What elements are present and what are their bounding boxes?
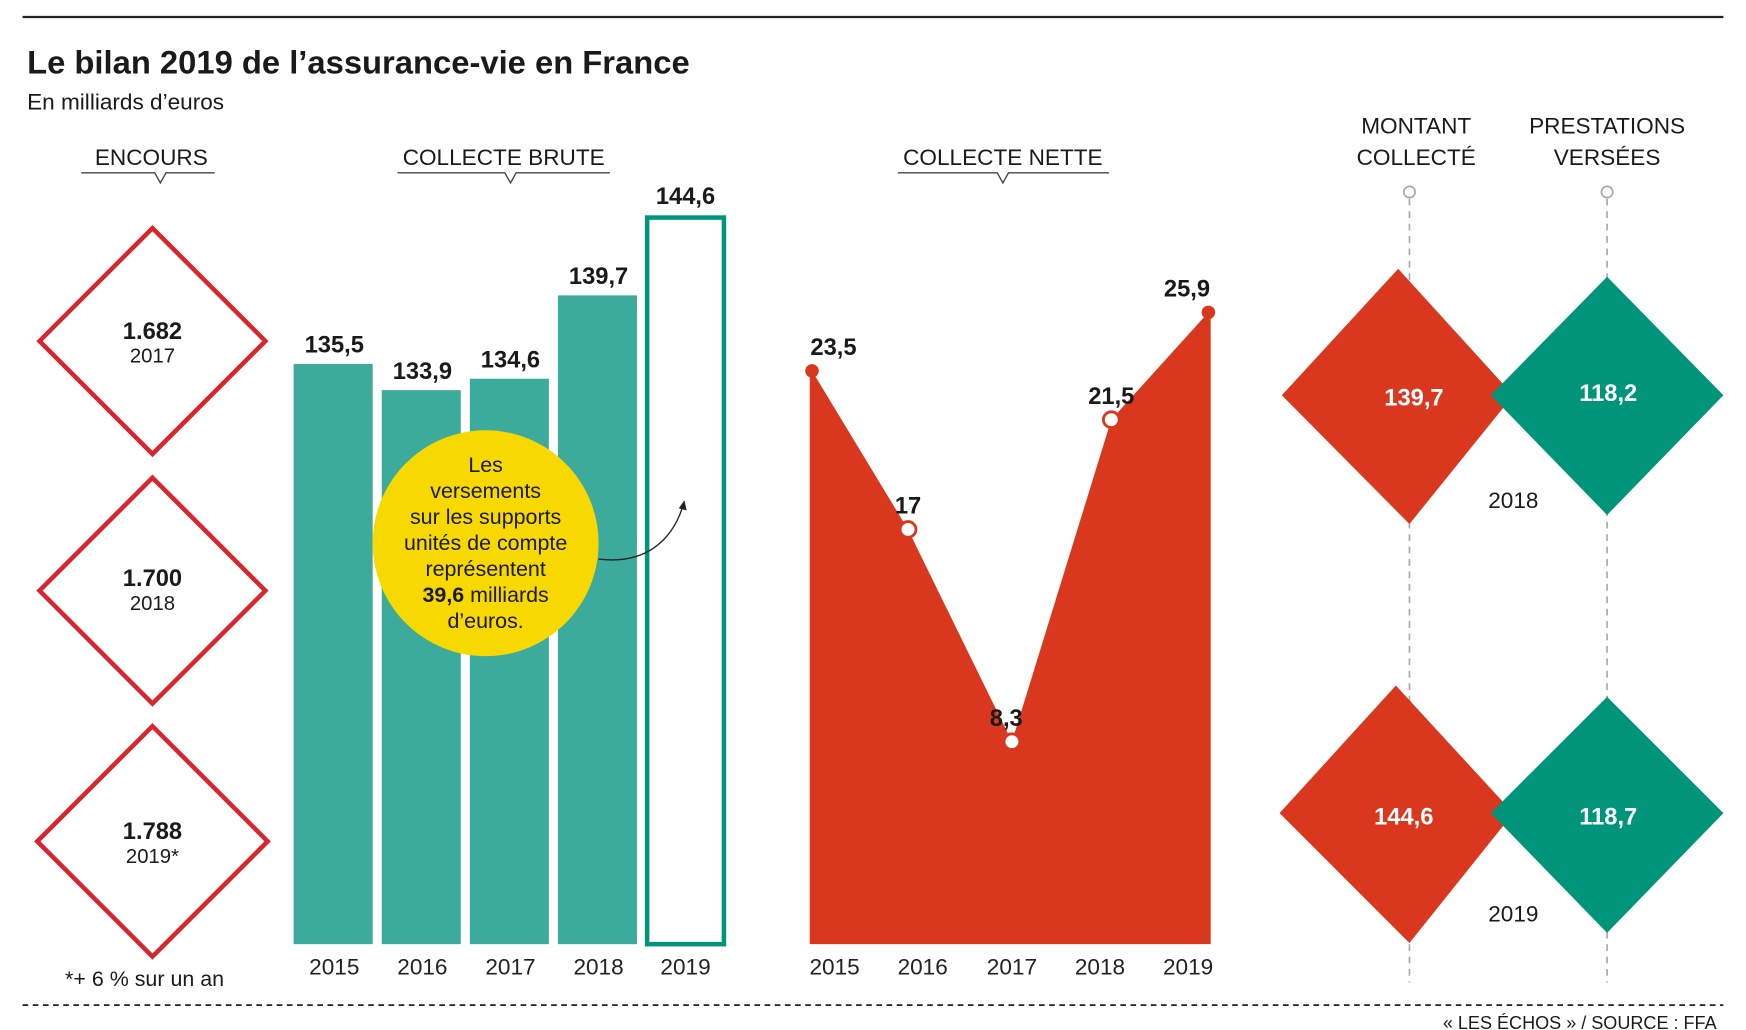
prestations-title-line1: PRESTATIONS [1529,113,1685,138]
area-fill [809,312,1211,945]
encours-item: 1.700 2018 [36,474,269,707]
encours-value: 1.788 [123,819,182,845]
annotation-line: Les [468,453,503,477]
data-point [1201,305,1216,320]
collecte-brute-header: COLLECTE BRUTE [397,145,610,185]
bar-2015 [293,364,373,945]
bar-2018 [557,295,637,945]
guide-dot [1402,185,1416,199]
bar-value-label: 133,9 [393,359,452,385]
x-tick-label: 2018 [1075,955,1125,980]
encours-year: 2019* [126,846,179,868]
x-tick-label: 2015 [309,955,359,980]
bar-value-label: 135,5 [305,333,364,359]
montant-header: MONTANT COLLECTÉ [1357,113,1476,170]
annotation-line: d’euros. [447,609,523,633]
diamond-mark [36,474,269,707]
prestations-diamond [1490,696,1724,933]
data-point [805,364,819,378]
annotation-bubble: Les versements sur les supports unités d… [372,430,687,657]
x-tick-label: 2019 [660,955,710,980]
prestations-title-line2: VERSÉES [1554,145,1661,170]
prestations-header: PRESTATIONS VERSÉES [1529,113,1685,170]
x-tick-label: 2016 [898,955,948,980]
montant-diamond [1281,268,1514,525]
montant-value: 139,7 [1384,385,1443,411]
data-point [1002,732,1022,752]
bar-value-label: 134,6 [481,347,540,373]
bar-2019 [644,215,727,947]
encours-year: 2018 [130,593,175,615]
x-tick-label: 2018 [573,955,623,980]
bar-value-label: 139,7 [569,264,628,290]
annotation-line: sur les supports [410,505,561,529]
annotation-arrow [598,504,684,561]
chart-subtitle: En milliards d’euros [27,90,224,115]
montant-title-line2: COLLECTÉ [1357,145,1476,170]
collecte-brute-title: COLLECTE BRUTE [403,145,605,170]
collecte-nette-header: COLLECTE NETTE [897,145,1110,185]
encours-footnote: *+ 6 % sur un an [65,967,224,991]
prestations-diamond [1490,276,1724,515]
encours-value: 1.700 [123,566,182,592]
prestations-value: 118,2 [1579,381,1637,407]
diamond-mark [36,224,269,458]
annotation-line: versements [430,479,541,503]
point-value-label: 8,3 [990,706,1023,732]
annotation-line: unités de compte [404,531,567,555]
guide-dot [1600,185,1614,199]
point-value-label: 25,9 [1164,277,1210,303]
encours-header: ENCOURS [81,145,215,185]
annotation-rest: milliards [464,583,549,607]
annotation-line: 39,6 milliards [422,583,548,607]
data-point [898,520,918,539]
x-tick-label: 2016 [397,955,447,980]
montant-diamond [1279,685,1514,944]
x-tick-label: 2017 [987,955,1037,980]
source-credit: « LES ÉCHOS » / SOURCE : FFA [1443,1013,1717,1030]
collecte-nette-title: COLLECTE NETTE [903,145,1102,170]
bar-value-label: 144,6 [656,184,715,210]
x-tick-label: 2019 [1163,955,1213,980]
annotation-bold-value: 39,6 [422,583,464,607]
encours-title: ENCOURS [95,145,208,170]
encours-item: 1.788 2019* [34,722,271,960]
montant-title-line1: MONTANT [1361,113,1471,138]
chart-title: Le bilan 2019 de l’assurance-vie en Fran… [27,43,690,80]
encours-item: 1.682 2017 [36,224,269,458]
row-year: 2019 [1488,902,1538,927]
point-value-label: 21,5 [1088,384,1134,410]
encours-value: 1.682 [123,319,182,345]
point-value-label: 23,5 [810,335,856,361]
yellow-circle [372,430,599,657]
diamond-mark [34,722,271,960]
point-value-label: 17 [895,494,921,520]
x-tick-label: 2017 [485,955,535,980]
montant-value: 144,6 [1374,804,1433,830]
annotation-line: représentent [425,557,545,581]
encours-year: 2017 [130,346,175,368]
data-point [1101,410,1121,429]
x-tick-label: 2015 [809,955,859,980]
collecte-nette-area: 23,5 2015 17 2016 8,3 2017 21,5 2018 25,9 2019 [805,277,1216,980]
comparison-panel: 139,7 118,2 2018 144,6 118,7 2019 [1279,185,1724,983]
row-year: 2018 [1488,488,1538,513]
arrow-head-icon [678,500,687,511]
prestations-value: 118,7 [1579,804,1637,830]
collecte-brute-bars: 135,5 2015 133,9 2016 134,6 2017 139,7 2018 144,… [293,184,727,980]
